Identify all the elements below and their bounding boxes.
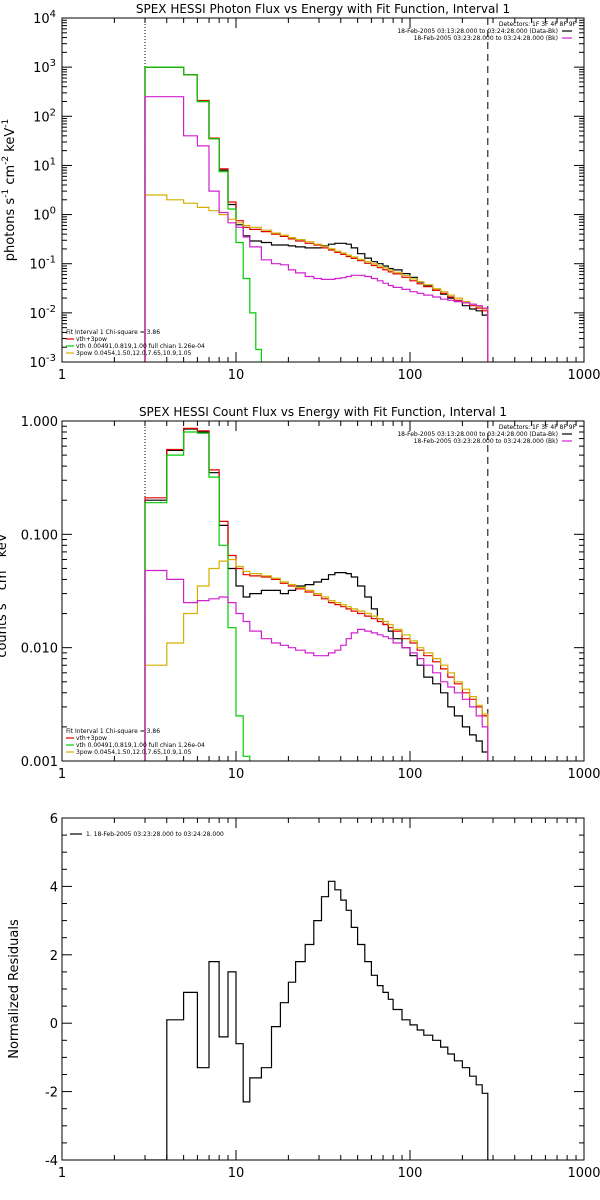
- fit-header: Fit Interval 1 Chi-square = 3.86: [66, 728, 160, 735]
- fit-legend-label: 3pow 0.0454,1.50,12.0,7.65,10.9,1.05: [76, 350, 192, 357]
- y-tick-label: 10-3: [29, 353, 56, 371]
- series-line-1: [144, 66, 489, 362]
- panel-2: SPEX HESSI Count Flux vs Energy with Fit…: [0, 405, 600, 782]
- series-line-2: [144, 66, 262, 362]
- x-tick-label: 1: [58, 1166, 66, 1181]
- fit-header: Fit Interval 1 Chi-square = 3.86: [66, 329, 160, 336]
- series-group: [144, 427, 489, 761]
- y-tick-label: 101: [33, 156, 56, 174]
- chart-title: SPEX HESSI Count Flux vs Energy with Fit…: [139, 405, 507, 419]
- series-line-0: [144, 66, 489, 362]
- x-tick-label: 1000: [567, 368, 600, 383]
- fit-legend-label: vth 0.00491,0.819,1.00 full chian 1.26e-…: [76, 343, 205, 350]
- y-tick-label: 102: [33, 107, 56, 125]
- fit-legend-label: vth+3pow: [76, 735, 107, 742]
- series-line-4: [144, 569, 489, 761]
- y-tick-label: 0.001: [21, 755, 58, 770]
- plot-frame: [61, 17, 585, 363]
- y-tick-label: -4: [45, 1154, 58, 1169]
- panel-1: SPEX HESSI Photon Flux vs Energy with Fi…: [1, 2, 600, 383]
- x-tick-label: 1000: [567, 767, 600, 782]
- y-tick-label: 0: [50, 1017, 58, 1032]
- x-tick-label: 100: [398, 368, 423, 383]
- x-tick-label: 1000: [567, 1166, 600, 1181]
- series-line-3: [144, 558, 489, 761]
- y-axis-label: counts s-1 cm-2 keV-1: [0, 524, 10, 657]
- time-interval-label: 18-Feb-2005 03:13:28.000 to 03:24:28.000…: [397, 431, 558, 438]
- series-group: [144, 66, 489, 362]
- x-tick-label: 10: [228, 368, 245, 383]
- chart-title: SPEX HESSI Photon Flux vs Energy with Fi…: [136, 2, 510, 16]
- y-axis-label: photons s-1 cm-2 keV-1: [1, 119, 18, 261]
- x-tick-label: 1: [58, 368, 66, 383]
- y-tick-label: 2: [50, 949, 58, 964]
- panel-3: 1 10 100 1000 -4 -2 0 2 4 6 Normalized Residuals 1.…: [7, 812, 600, 1181]
- series-line-4: [144, 96, 489, 362]
- series-line-0: [144, 880, 489, 1160]
- series-group: [144, 880, 489, 1160]
- x-tick-label: 10: [228, 767, 245, 782]
- fit-legend-label: vth 0.00491,0.819,1.00 full chian 1.26e-…: [76, 742, 205, 749]
- y-tick-label: 1.000: [21, 415, 58, 430]
- x-tick-label: 100: [398, 1166, 423, 1181]
- y-tick-label: 100: [33, 206, 56, 224]
- y-tick-label: 10-1: [29, 255, 56, 273]
- fit-legend-label: vth+3pow: [76, 336, 107, 343]
- series-line-2: [144, 431, 251, 761]
- x-tick-label: 10: [228, 1166, 245, 1181]
- series-line-3: [144, 194, 489, 362]
- y-tick-label: 0.100: [21, 528, 58, 543]
- y-tick-label: -2: [45, 1086, 58, 1101]
- plot-frame: [61, 817, 585, 1161]
- x-tick-label: 1: [58, 767, 66, 782]
- y-tick-label: 4: [50, 880, 58, 895]
- y-tick-label: 103: [33, 58, 56, 76]
- y-tick-label: 10-2: [29, 304, 56, 322]
- legend-label: 1. 18-Feb-2005 03:23:28.000 to 03:24:28.…: [86, 831, 224, 838]
- series-line-1: [144, 427, 489, 761]
- y-axis-label: Normalized Residuals: [7, 919, 22, 1059]
- time-interval-label: 18-Feb-2005 03:23:28.000 to 03:24:28.000…: [414, 35, 558, 42]
- y-tick-label: 0.010: [21, 642, 58, 657]
- x-tick-label: 100: [398, 767, 423, 782]
- series-line-0: [144, 428, 489, 761]
- detectors-label: Detectors: 1F 3F 4F 8F 9F: [499, 424, 577, 431]
- y-tick-label: 104: [33, 9, 56, 27]
- fit-legend-label: 3pow 0.0454,1.50,12.0,7.65,10.9,1.05: [76, 749, 192, 756]
- y-tick-label: 6: [50, 812, 58, 827]
- time-interval-label: 18-Feb-2005 03:23:28.000 to 03:24:28.000…: [414, 438, 558, 445]
- plot-frame: [61, 420, 585, 762]
- time-interval-label: 18-Feb-2005 03:13:28.000 to 03:24:28.000…: [397, 28, 558, 35]
- detectors-label: Detectors: 1F 3F 4F 8F 9F: [499, 21, 577, 28]
